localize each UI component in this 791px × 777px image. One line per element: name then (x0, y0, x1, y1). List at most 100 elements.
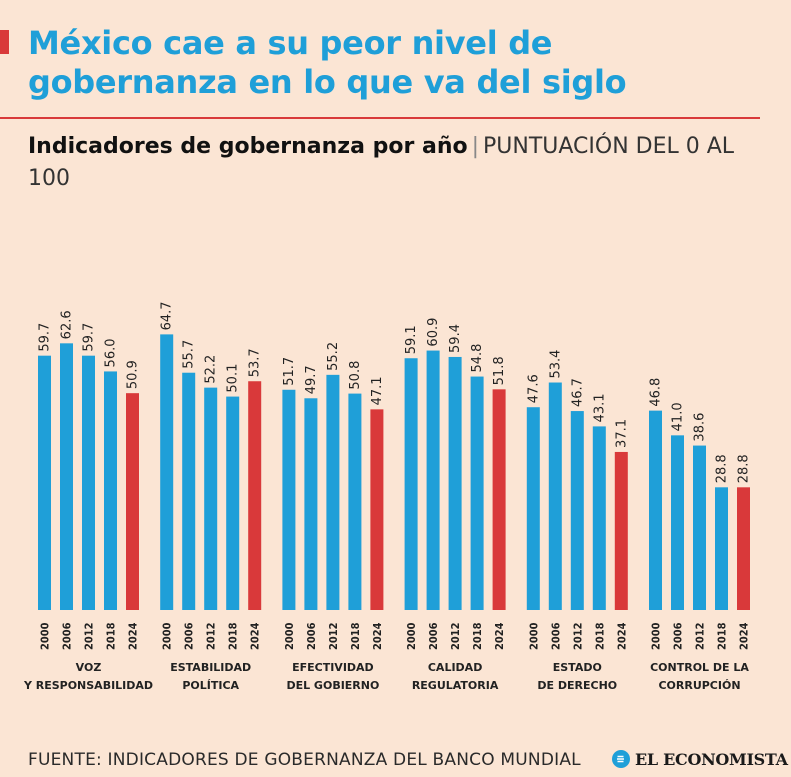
bar-1-2024 (248, 381, 262, 610)
year-tick-3-2024: 2024 (493, 622, 506, 650)
bar-chart: 59.7 2000 62.6 2006 59.7 2012 56.0 2018 50.9 2024… (23, 301, 752, 692)
value-label-0-2000: 59.7 (38, 323, 53, 352)
bar-group-0: 59.7 2000 62.6 2006 59.7 2012 56.0 2018 50.9 2024… (23, 310, 153, 692)
title-accent-bar (0, 30, 9, 54)
bar-1-2000 (160, 334, 174, 610)
value-label-0-2012: 59.7 (82, 323, 97, 352)
value-label-5-2012: 38.6 (693, 413, 708, 442)
value-label-1-2000: 64.7 (160, 301, 175, 330)
source-note: FUENTE: INDICADORES DE GOBERNANZA DEL BA… (28, 750, 581, 770)
year-tick-2-2018: 2018 (349, 622, 362, 650)
bar-1-2006 (182, 372, 196, 610)
category-label-line: DEL GOBIERNO (286, 679, 379, 692)
bar-3-2024 (492, 389, 506, 610)
bar-group-1: 64.7 2000 55.7 2006 52.2 2012 50.1 2018 53.7 2024… (160, 301, 263, 692)
category-label-line: Y RESPONSABILIDAD (23, 679, 153, 692)
bar-4-2024 (614, 451, 628, 610)
value-label-2-2000: 51.7 (282, 357, 297, 386)
value-label-2-2012: 55.2 (326, 342, 341, 371)
value-label-2-2024: 47.1 (370, 376, 385, 405)
bar-5-2018 (715, 487, 728, 610)
value-label-3-2018: 54.8 (470, 344, 485, 373)
year-tick-2-2000: 2000 (283, 622, 296, 650)
year-tick-4-2024: 2024 (615, 622, 628, 650)
category-label-3: CALIDAD REGULATORIA (412, 661, 499, 692)
bar-4-2000 (526, 407, 540, 610)
value-label-5-2000: 46.8 (649, 378, 664, 407)
year-tick-1-2018: 2018 (227, 622, 240, 650)
year-tick-1-2012: 2012 (205, 622, 218, 650)
value-label-1-2012: 52.2 (204, 355, 219, 384)
chart-subtitle: Indicadores de gobernanza por año | PUNTUA… (28, 131, 763, 195)
year-tick-3-2000: 2000 (405, 622, 418, 650)
bar-2-2000 (282, 389, 296, 610)
category-label-4: ESTADO DE DERECHO (537, 661, 617, 692)
bar-0-2000 (38, 355, 51, 610)
bar-3-2000 (404, 358, 418, 610)
bar-5-2000 (649, 410, 662, 610)
bar-2-2006 (304, 398, 318, 610)
year-tick-5-2006: 2006 (672, 622, 685, 650)
year-tick-0-2018: 2018 (105, 622, 118, 650)
value-label-0-2024: 50.9 (126, 360, 141, 389)
year-tick-0-2024: 2024 (127, 622, 140, 650)
year-tick-2-2024: 2024 (371, 622, 384, 650)
bar-4-2018 (592, 426, 606, 610)
subtitle-heading: Indicadores de gobernanza por año (28, 134, 468, 159)
year-tick-0-2000: 2000 (39, 622, 52, 650)
category-label-line: VOZ (76, 661, 102, 674)
bar-3-2018 (470, 376, 484, 610)
bar-group-5: 46.8 2000 41.0 2006 38.6 2012 28.8 2018 28.8 2024… (649, 378, 752, 692)
bar-5-2006 (671, 435, 684, 610)
value-label-3-2012: 59.4 (448, 324, 463, 353)
value-label-3-2006: 60.9 (426, 318, 441, 347)
bar-4-2006 (548, 382, 562, 610)
year-tick-5-2012: 2012 (694, 622, 707, 650)
category-label-line: EFECTIVIDAD (292, 661, 374, 674)
bar-group-2: 51.7 2000 49.7 2006 55.2 2012 50.8 2018 47.1 2024… (282, 342, 385, 692)
bar-3-2006 (426, 350, 440, 610)
category-label-line: ESTADO (553, 661, 602, 674)
value-label-4-2024: 37.1 (614, 419, 629, 448)
bar-5-2012 (693, 445, 706, 610)
category-label-line: CORRUPCIÓN (658, 679, 740, 692)
category-label-line: CONTROL DE LA (650, 661, 749, 674)
category-label-0: VOZ Y RESPONSABILIDAD (23, 661, 153, 692)
value-label-1-2006: 55.7 (182, 340, 197, 369)
value-label-3-2000: 59.1 (404, 325, 419, 354)
bar-1-2018 (226, 396, 240, 610)
category-label-line: REGULATORIA (412, 679, 499, 692)
year-tick-4-2000: 2000 (527, 622, 540, 650)
category-label-line: CALIDAD (428, 661, 482, 674)
value-label-4-2006: 53.4 (548, 350, 563, 379)
title-divider (0, 117, 760, 119)
bar-0-2024 (126, 393, 139, 610)
bar-2-2024 (370, 409, 384, 610)
value-label-0-2018: 56.0 (104, 338, 119, 367)
bar-0-2012 (82, 355, 95, 610)
chart-title: México cae a su peor nivel de gobernanza… (28, 24, 627, 101)
year-tick-3-2012: 2012 (449, 622, 462, 650)
value-label-4-2018: 43.1 (592, 393, 607, 422)
category-label-1: ESTABILIDAD POLÍTICA (170, 661, 251, 692)
subtitle-unit: PUNTUACIÓN DEL 0 AL 100 (28, 134, 735, 191)
value-label-4-2000: 47.6 (526, 374, 541, 403)
category-label-5: CONTROL DE LA CORRUPCIÓN (650, 661, 749, 692)
year-tick-0-2006: 2006 (61, 622, 74, 650)
value-label-1-2018: 50.1 (226, 364, 241, 393)
bar-group-3: 59.1 2000 60.9 2006 59.4 2012 54.8 2018 51.8 2024… (404, 318, 507, 692)
bar-0-2006 (60, 343, 73, 610)
publisher-logo: EL ECONOMISTA (611, 747, 788, 771)
year-tick-3-2006: 2006 (427, 622, 440, 650)
year-tick-5-2018: 2018 (716, 622, 729, 650)
year-tick-4-2012: 2012 (571, 622, 584, 650)
year-tick-1-2024: 2024 (249, 622, 262, 650)
bar-0-2018 (104, 371, 117, 610)
category-label-line: POLÍTICA (182, 679, 239, 692)
value-label-5-2024: 28.8 (737, 454, 752, 483)
bar-5-2024 (737, 487, 750, 610)
year-tick-3-2018: 2018 (471, 622, 484, 650)
year-tick-2-2006: 2006 (305, 622, 318, 650)
value-label-2-2018: 50.8 (348, 361, 363, 390)
year-tick-0-2012: 2012 (83, 622, 96, 650)
